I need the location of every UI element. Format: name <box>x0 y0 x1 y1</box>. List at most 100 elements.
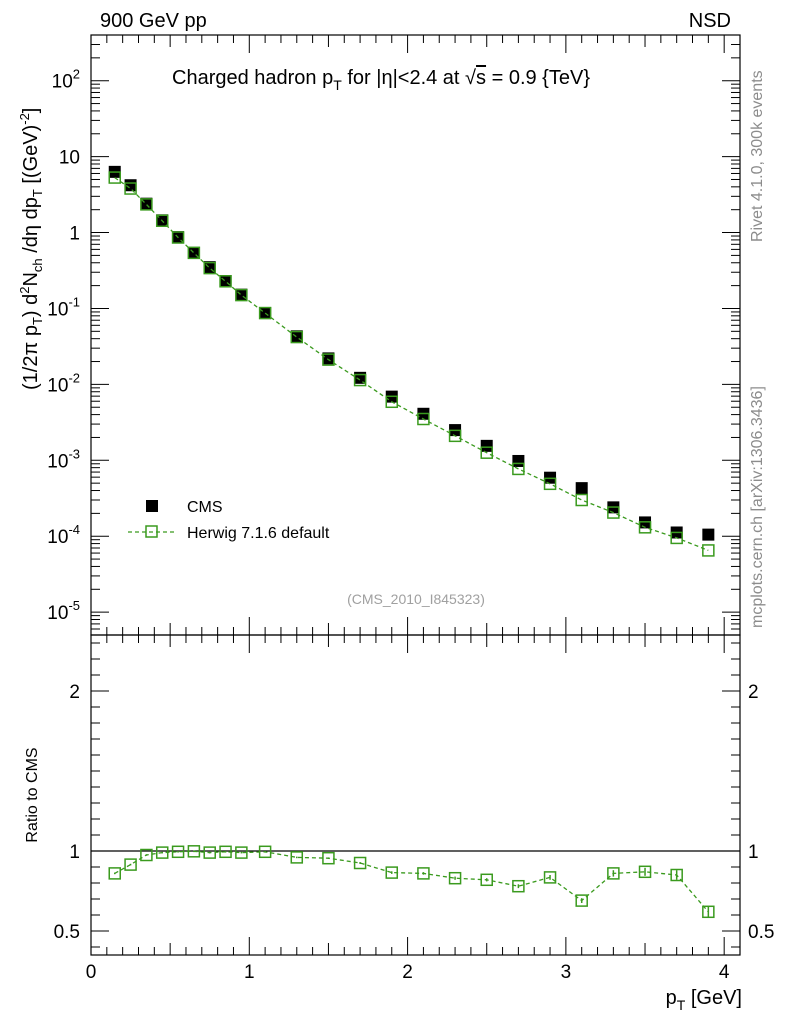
ratio-y-tick-labels: 0.5 0.5 1 1 2 2 <box>54 682 775 943</box>
herwig-ratio-point <box>140 848 153 862</box>
main-axis-ticks <box>90 34 741 635</box>
herwig-ratio-point <box>235 846 248 859</box>
x-tick-label: 3 <box>561 962 572 983</box>
main-y-tick-label: 10-4 <box>47 522 80 548</box>
ratio-y-tick-label-left: 1 <box>69 842 80 863</box>
herwig-main-point <box>670 531 683 545</box>
main-y-tick-base: 10 <box>47 527 68 548</box>
herwig-main-point <box>448 429 462 443</box>
herwig-ratio-point <box>638 865 652 879</box>
ratio-y-tick-label-right: 1 <box>748 842 759 863</box>
herwig-main-line <box>114 177 709 552</box>
legend-herwig-marker <box>145 525 158 538</box>
main-y-tick-base: 10 <box>47 603 68 624</box>
herwig-ratio-point <box>108 867 121 880</box>
cms-point <box>575 482 588 495</box>
herwig-main-point <box>512 462 525 476</box>
ratio-y-tick-label-right: 0.5 <box>748 922 774 943</box>
legend-cms-label: CMS <box>187 499 223 516</box>
header-left-label: 900 GeV pp <box>100 10 207 32</box>
herwig-ratio-point <box>670 868 683 882</box>
cms-point <box>259 307 272 320</box>
herwig-main-point <box>235 288 248 302</box>
herwig-ratio-point <box>575 894 588 907</box>
herwig-ratio-point <box>171 845 185 859</box>
main-y-tick-label: 10-3 <box>47 446 80 472</box>
herwig-main-point <box>290 330 304 344</box>
herwig-main-point <box>171 231 185 244</box>
herwig-ratio-point <box>607 867 620 880</box>
herwig-main-point <box>155 214 169 228</box>
ratio-axis-ticks <box>90 635 741 955</box>
herwig-main-point <box>140 198 153 211</box>
main-y-tick-exponent: 2 <box>73 67 80 82</box>
herwig-main-point <box>417 412 430 426</box>
herwig-main-point <box>480 446 493 459</box>
main-y-tick-exponent: -1 <box>68 294 80 309</box>
herwig-main-point <box>543 477 557 491</box>
herwig-main-point <box>353 373 367 387</box>
herwig-ratio-series <box>91 845 740 919</box>
main-chart-title: Charged hadron pT for |η|<2.4 at √s = 0.… <box>172 67 590 93</box>
cms-point <box>702 528 715 541</box>
analysis-watermark: (CMS_2010_I845323) <box>347 591 485 607</box>
cms-data-points <box>108 165 715 541</box>
x-tick-label: 2 <box>402 962 413 983</box>
ratio-y-tick-label-left: 0.5 <box>54 922 80 943</box>
main-y-tick-base: 10 <box>47 299 68 320</box>
main-y-tick-label: 1 <box>69 224 80 245</box>
main-y-tick-exponent: -2 <box>68 370 80 385</box>
herwig-main-point <box>124 182 137 195</box>
herwig-ratio-point <box>385 866 399 879</box>
herwig-main-point <box>607 506 620 519</box>
main-y-tick-label: 102 <box>52 67 80 93</box>
x-axis-label: pT [GeV] <box>666 987 742 1013</box>
herwig-ratio-point <box>702 905 715 919</box>
legend: CMS Herwig 7.1.6 default <box>128 499 330 542</box>
herwig-ratio-point <box>155 846 169 859</box>
herwig-main-point <box>203 261 216 275</box>
main-y-tick-label: 10 <box>59 148 80 169</box>
herwig-ratio-line <box>114 850 709 913</box>
herwig-main-point <box>575 493 588 507</box>
main-y-tick-base: 10 <box>47 375 68 396</box>
ratio-plot-frame <box>90 634 741 956</box>
ratio-y-tick-label-right: 2 <box>748 682 759 703</box>
herwig-ratio-point <box>258 845 272 859</box>
main-y-tick-label: 10-5 <box>47 598 80 624</box>
herwig-ratio-point <box>290 851 304 864</box>
main-plot-frame <box>90 34 741 636</box>
x-tick-label: 4 <box>719 962 730 983</box>
x-tick-label: 0 <box>86 962 97 983</box>
herwig-main-point <box>702 544 715 557</box>
herwig-ratio-point <box>187 845 201 858</box>
main-y-tick-base: 1 <box>69 224 80 245</box>
herwig-ratio-point <box>219 845 232 859</box>
herwig-ratio-point <box>543 871 557 884</box>
herwig-ratio-point <box>322 851 335 865</box>
herwig-main-point <box>187 246 201 260</box>
header-right-label: NSD <box>689 10 731 32</box>
legend-herwig-label: Herwig 7.1.6 default <box>187 525 330 542</box>
main-y-tick-base: 10 <box>52 72 73 93</box>
x-tick-label: 1 <box>244 962 255 983</box>
main-y-tick-exponent: -5 <box>68 598 80 613</box>
herwig-ratio-point <box>448 871 462 885</box>
herwig-main-point <box>385 395 399 409</box>
cms-point <box>322 352 335 365</box>
main-y-tick-exponent: -3 <box>68 446 80 461</box>
mcplots-reference-label: mcplots.cern.ch [arXiv:1306.3436] <box>749 386 766 628</box>
main-y-tick-exponent: -4 <box>68 522 80 537</box>
main-y-axis-label: (1/2π pT) d2Nch /dη dpT [(GeV)-2] <box>17 108 45 390</box>
legend-cms-marker <box>146 500 158 512</box>
cms-point <box>124 179 137 192</box>
main-y-tick-base: 10 <box>47 451 68 472</box>
main-y-tick-base: 10 <box>59 148 80 169</box>
rivet-version-label: Rivet 4.1.0, 300k events <box>749 70 766 242</box>
herwig-ratio-point <box>353 856 367 870</box>
cms-point <box>354 371 367 384</box>
x-tick-labels: 0 1 2 3 4 <box>86 962 730 983</box>
herwig-ratio-point <box>480 873 493 887</box>
